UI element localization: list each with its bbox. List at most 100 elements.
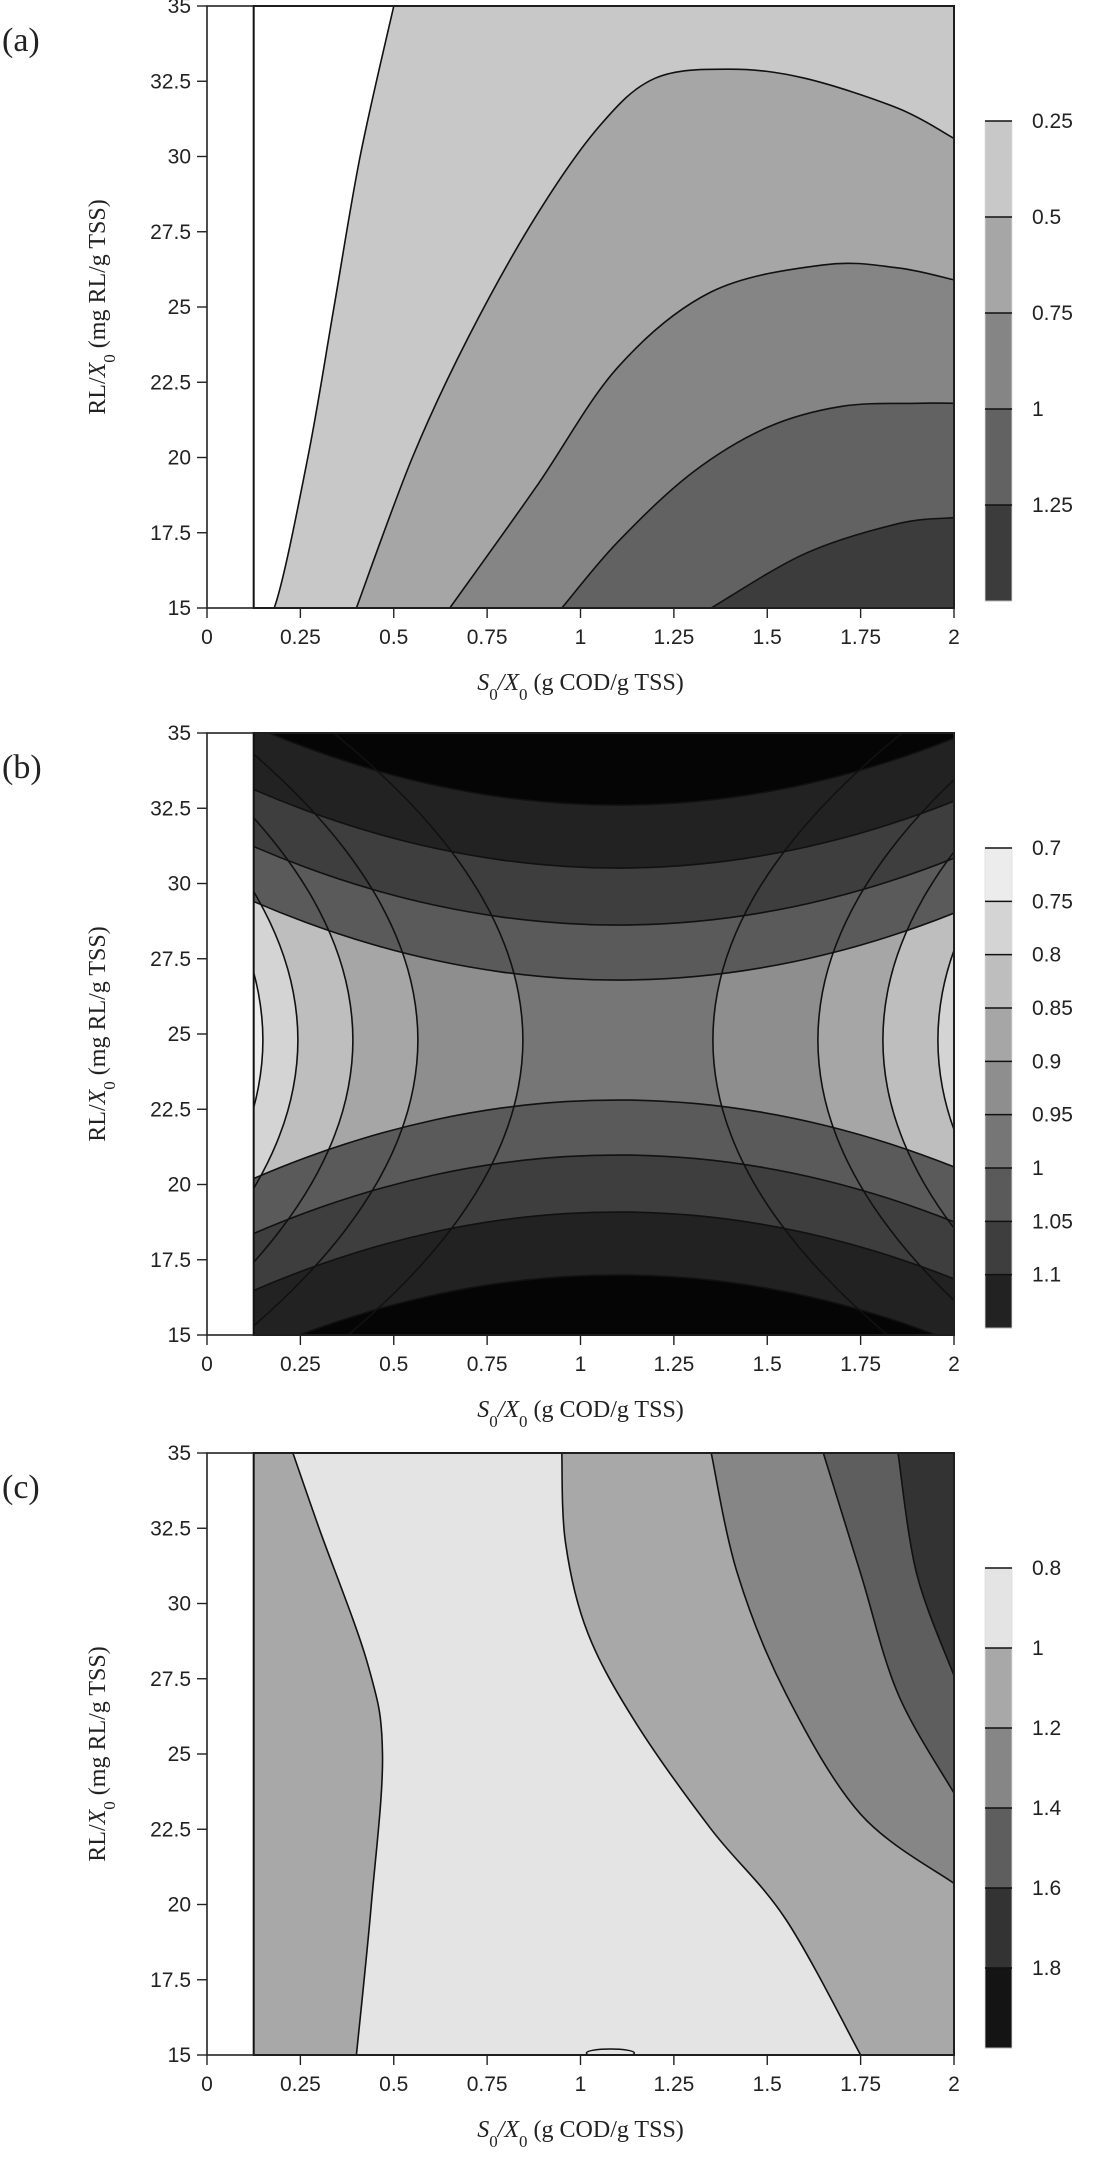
colorbar-label: 1.05	[1032, 1210, 1073, 1233]
colorbar-swatch	[985, 1274, 1012, 1329]
colorbar-swatch	[985, 1061, 1012, 1116]
x-tick-label: 0.75	[467, 626, 508, 649]
colorbar-swatch	[985, 1968, 1012, 2049]
colorbar-swatch	[985, 901, 1012, 956]
y-tick-label: 35	[168, 722, 191, 745]
x-tick-label: 1.25	[653, 2073, 694, 2096]
colorbar-swatch	[985, 1221, 1012, 1276]
contour-band	[253, 6, 394, 608]
x-tick-label: 0.25	[280, 2073, 321, 2096]
contour-band	[253, 972, 263, 1108]
x-tick-label: 0	[201, 2073, 213, 2096]
colorbar-label: 1.6	[1032, 1877, 1061, 1900]
x-axis-label: S0/X0 (g COD/g TSS)	[477, 670, 684, 704]
contour-line	[332, 733, 524, 1335]
y-tick-label: 27.5	[150, 948, 191, 971]
y-tick-label: 15	[168, 1324, 191, 1347]
colorbar: 0.8 1 1.2 1.4 1.6 1.8	[984, 1557, 1062, 2049]
colorbar-swatch	[985, 954, 1012, 1009]
x-tick-label: 2	[948, 2073, 960, 2096]
x-tick-label: 1	[575, 2073, 587, 2096]
x-tick-label: 0.25	[280, 1353, 321, 1376]
y-tick-label: 20	[168, 447, 191, 470]
contour-fills	[253, 1453, 954, 2055]
y-tick-label: 25	[168, 296, 191, 319]
colorbar-label: 1.4	[1032, 1797, 1062, 1820]
contour-line	[253, 816, 354, 1264]
contour-band	[253, 817, 353, 1263]
contour-band	[898, 1453, 954, 1676]
colorbar-label: 0.95	[1032, 1104, 1073, 1127]
x-tick-label: 1.5	[753, 2073, 782, 2096]
colorbar-label: 0.85	[1032, 997, 1073, 1020]
contour-line	[710, 516, 954, 608]
colorbar-label: 0.8	[1032, 944, 1061, 967]
y-tick-label: 20	[168, 1894, 191, 1917]
colorbar-label: 0.7	[1032, 837, 1061, 860]
y-tick-label: 27.5	[150, 1668, 191, 1691]
colorbar-label: 1.2	[1032, 1717, 1061, 1740]
contour-line	[449, 262, 954, 608]
colorbar-swatch	[985, 1888, 1012, 1969]
y-tick-label: 22.5	[150, 1818, 191, 1841]
y-axis-label: RL/X0 (mg RL/g TSS)	[85, 1646, 119, 1861]
colorbar-label: 0.5	[1032, 206, 1061, 229]
contour-line	[253, 900, 954, 981]
x-tick-label: 1.25	[653, 1353, 694, 1376]
x-tick-label: 2	[948, 1353, 960, 1376]
contour-line	[817, 778, 954, 1302]
contour-band	[253, 891, 298, 1189]
y-axis-label: RL/X0 (mg RL/g TSS)	[85, 926, 119, 1141]
contour-band	[964, 565, 1100, 1515]
x-tick-label: 1.75	[840, 1353, 881, 1376]
contour-line	[253, 890, 299, 1190]
colorbar-label: 1	[1032, 1637, 1044, 1660]
x-tick-label: 0.75	[467, 2073, 508, 2096]
contour-line	[561, 1453, 862, 2055]
contour-band	[253, 1453, 383, 2055]
y-tick-label: 30	[168, 146, 191, 169]
y-tick-label: 15	[168, 2044, 191, 2067]
contour-band	[268, 733, 954, 806]
contour-line	[822, 1453, 954, 1794]
colorbar-label: 1.8	[1032, 1957, 1061, 1980]
x-tick-label: 1.75	[840, 626, 881, 649]
colorbar-label: 1.25	[1032, 494, 1073, 517]
y-tick-label: 22.5	[150, 371, 191, 394]
colorbar-swatch	[985, 1008, 1012, 1062]
y-tick-label: 35	[168, 0, 191, 18]
contour-line	[266, 733, 954, 806]
y-tick-label: 35	[168, 1442, 191, 1465]
colorbar-label: 1	[1032, 398, 1044, 421]
y-tick-label: 32.5	[150, 70, 191, 93]
y-tick-label: 17.5	[150, 1249, 191, 1272]
x-tick-label: 1.25	[653, 626, 694, 649]
colorbar-label: 0.75	[1032, 890, 1073, 913]
colorbar-label: 1.1	[1032, 1264, 1061, 1287]
contour-line	[253, 6, 395, 608]
contour-fills	[253, 6, 954, 608]
colorbar-swatch	[985, 1168, 1012, 1222]
contour-line	[253, 753, 419, 1327]
y-tick-label: 15	[168, 597, 191, 620]
y-tick-label: 25	[168, 1743, 191, 1766]
contour-line	[712, 733, 904, 1335]
colorbar-swatch	[985, 848, 1012, 902]
contour-line	[710, 1453, 954, 1885]
contour-line	[585, 2048, 636, 2055]
panel-label: (a)	[2, 22, 40, 59]
x-tick-label: 0.5	[379, 626, 408, 649]
contour-line	[253, 969, 264, 1111]
x-tick-label: 2	[948, 626, 960, 649]
x-tick-label: 0.5	[379, 1353, 408, 1376]
panel-a: 0 0.25 0.5 0.75 1 1.25 1.5 1.75 2 15 17.5 20 22.5 25 2…	[2, 0, 1073, 704]
contour-line	[253, 1154, 954, 1235]
contour-line	[882, 850, 954, 1230]
contour-line	[897, 1453, 954, 1676]
colorbar-label: 0.9	[1032, 1050, 1061, 1073]
panel-label: (c)	[2, 1469, 40, 1506]
colorbar-swatch	[985, 409, 1012, 506]
colorbar-swatch	[985, 1728, 1012, 1809]
y-tick-label: 17.5	[150, 522, 191, 545]
